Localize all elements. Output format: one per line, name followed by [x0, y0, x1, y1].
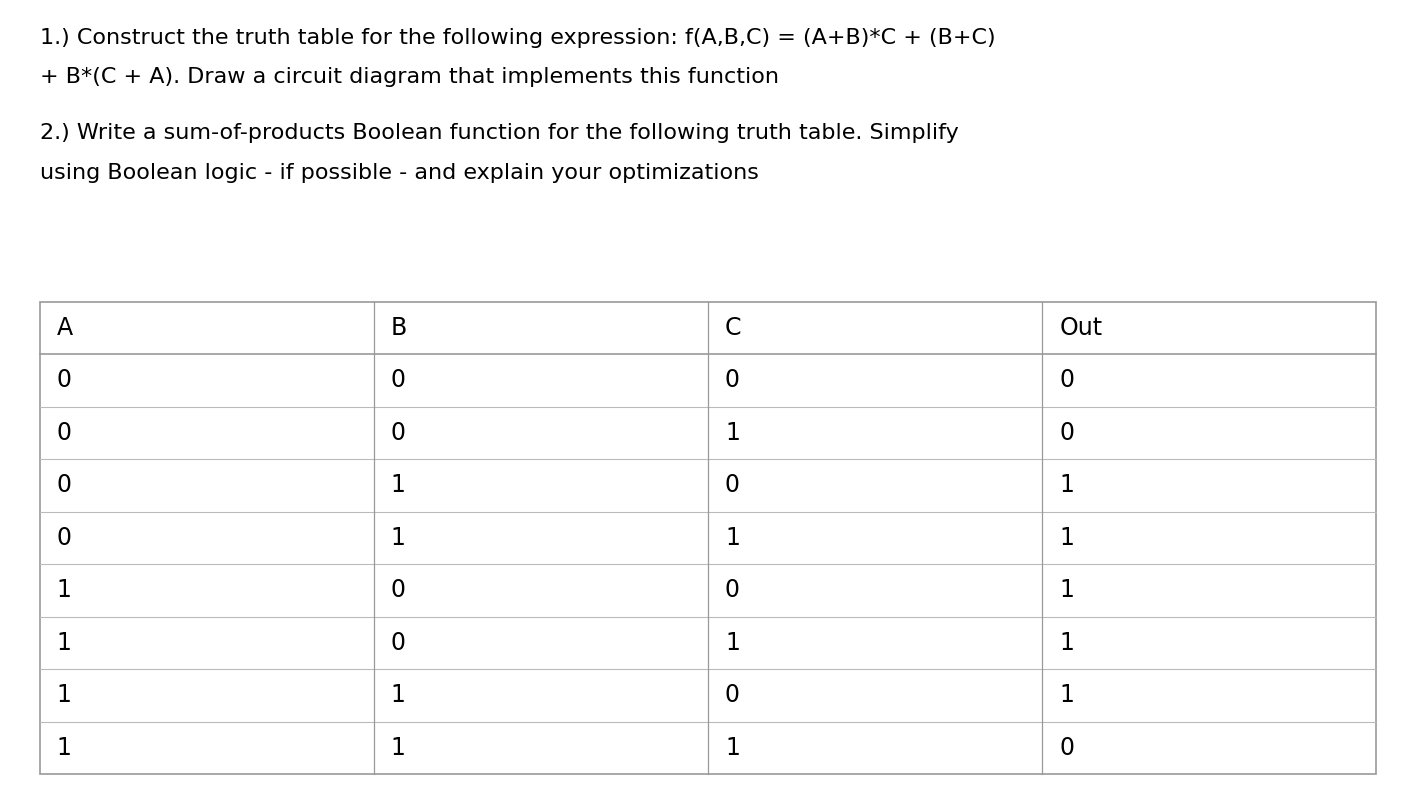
Text: + B*(C + A). Draw a circuit diagram that implements this function: + B*(C + A). Draw a circuit diagram that…	[40, 67, 779, 87]
Text: 0: 0	[57, 526, 72, 550]
Text: 0: 0	[1059, 368, 1075, 392]
Text: 1: 1	[57, 736, 72, 760]
Text: 0: 0	[391, 631, 406, 655]
Text: C: C	[725, 316, 742, 340]
Text: 1: 1	[1059, 631, 1075, 655]
Text: 0: 0	[391, 368, 406, 392]
Text: 1: 1	[725, 736, 741, 760]
Text: Out: Out	[1059, 316, 1102, 340]
Text: 0: 0	[725, 368, 741, 392]
Text: 0: 0	[57, 473, 72, 498]
Text: 1: 1	[57, 684, 72, 707]
Text: 1: 1	[391, 473, 406, 498]
Text: 1: 1	[57, 578, 72, 603]
Text: 1: 1	[1059, 578, 1075, 603]
Text: 0: 0	[57, 421, 72, 445]
Text: 2.) Write a sum-of-products Boolean function for the following truth table. Simp: 2.) Write a sum-of-products Boolean func…	[40, 123, 959, 143]
Text: 1: 1	[725, 421, 741, 445]
Text: 1: 1	[391, 736, 406, 760]
Text: 1: 1	[725, 631, 741, 655]
Text: 1: 1	[391, 684, 406, 707]
Text: 0: 0	[1059, 736, 1075, 760]
Text: 0: 0	[725, 684, 741, 707]
Text: 1: 1	[725, 526, 741, 550]
Text: 1: 1	[1059, 684, 1075, 707]
Text: A: A	[57, 316, 72, 340]
Text: using Boolean logic - if possible - and explain your optimizations: using Boolean logic - if possible - and …	[40, 163, 759, 183]
Text: 0: 0	[391, 578, 406, 603]
Text: 1: 1	[1059, 473, 1075, 498]
Text: 1: 1	[57, 631, 72, 655]
Text: 1.) Construct the truth table for the following expression: f(A,B,C) = (A+B)*C +: 1.) Construct the truth table for the fo…	[40, 28, 995, 48]
Text: 0: 0	[1059, 421, 1075, 445]
Text: 0: 0	[725, 578, 741, 603]
Text: 1: 1	[1059, 526, 1075, 550]
Text: 1: 1	[391, 526, 406, 550]
Text: 0: 0	[725, 473, 741, 498]
Text: 0: 0	[391, 421, 406, 445]
Text: B: B	[391, 316, 406, 340]
Text: 0: 0	[57, 368, 72, 392]
